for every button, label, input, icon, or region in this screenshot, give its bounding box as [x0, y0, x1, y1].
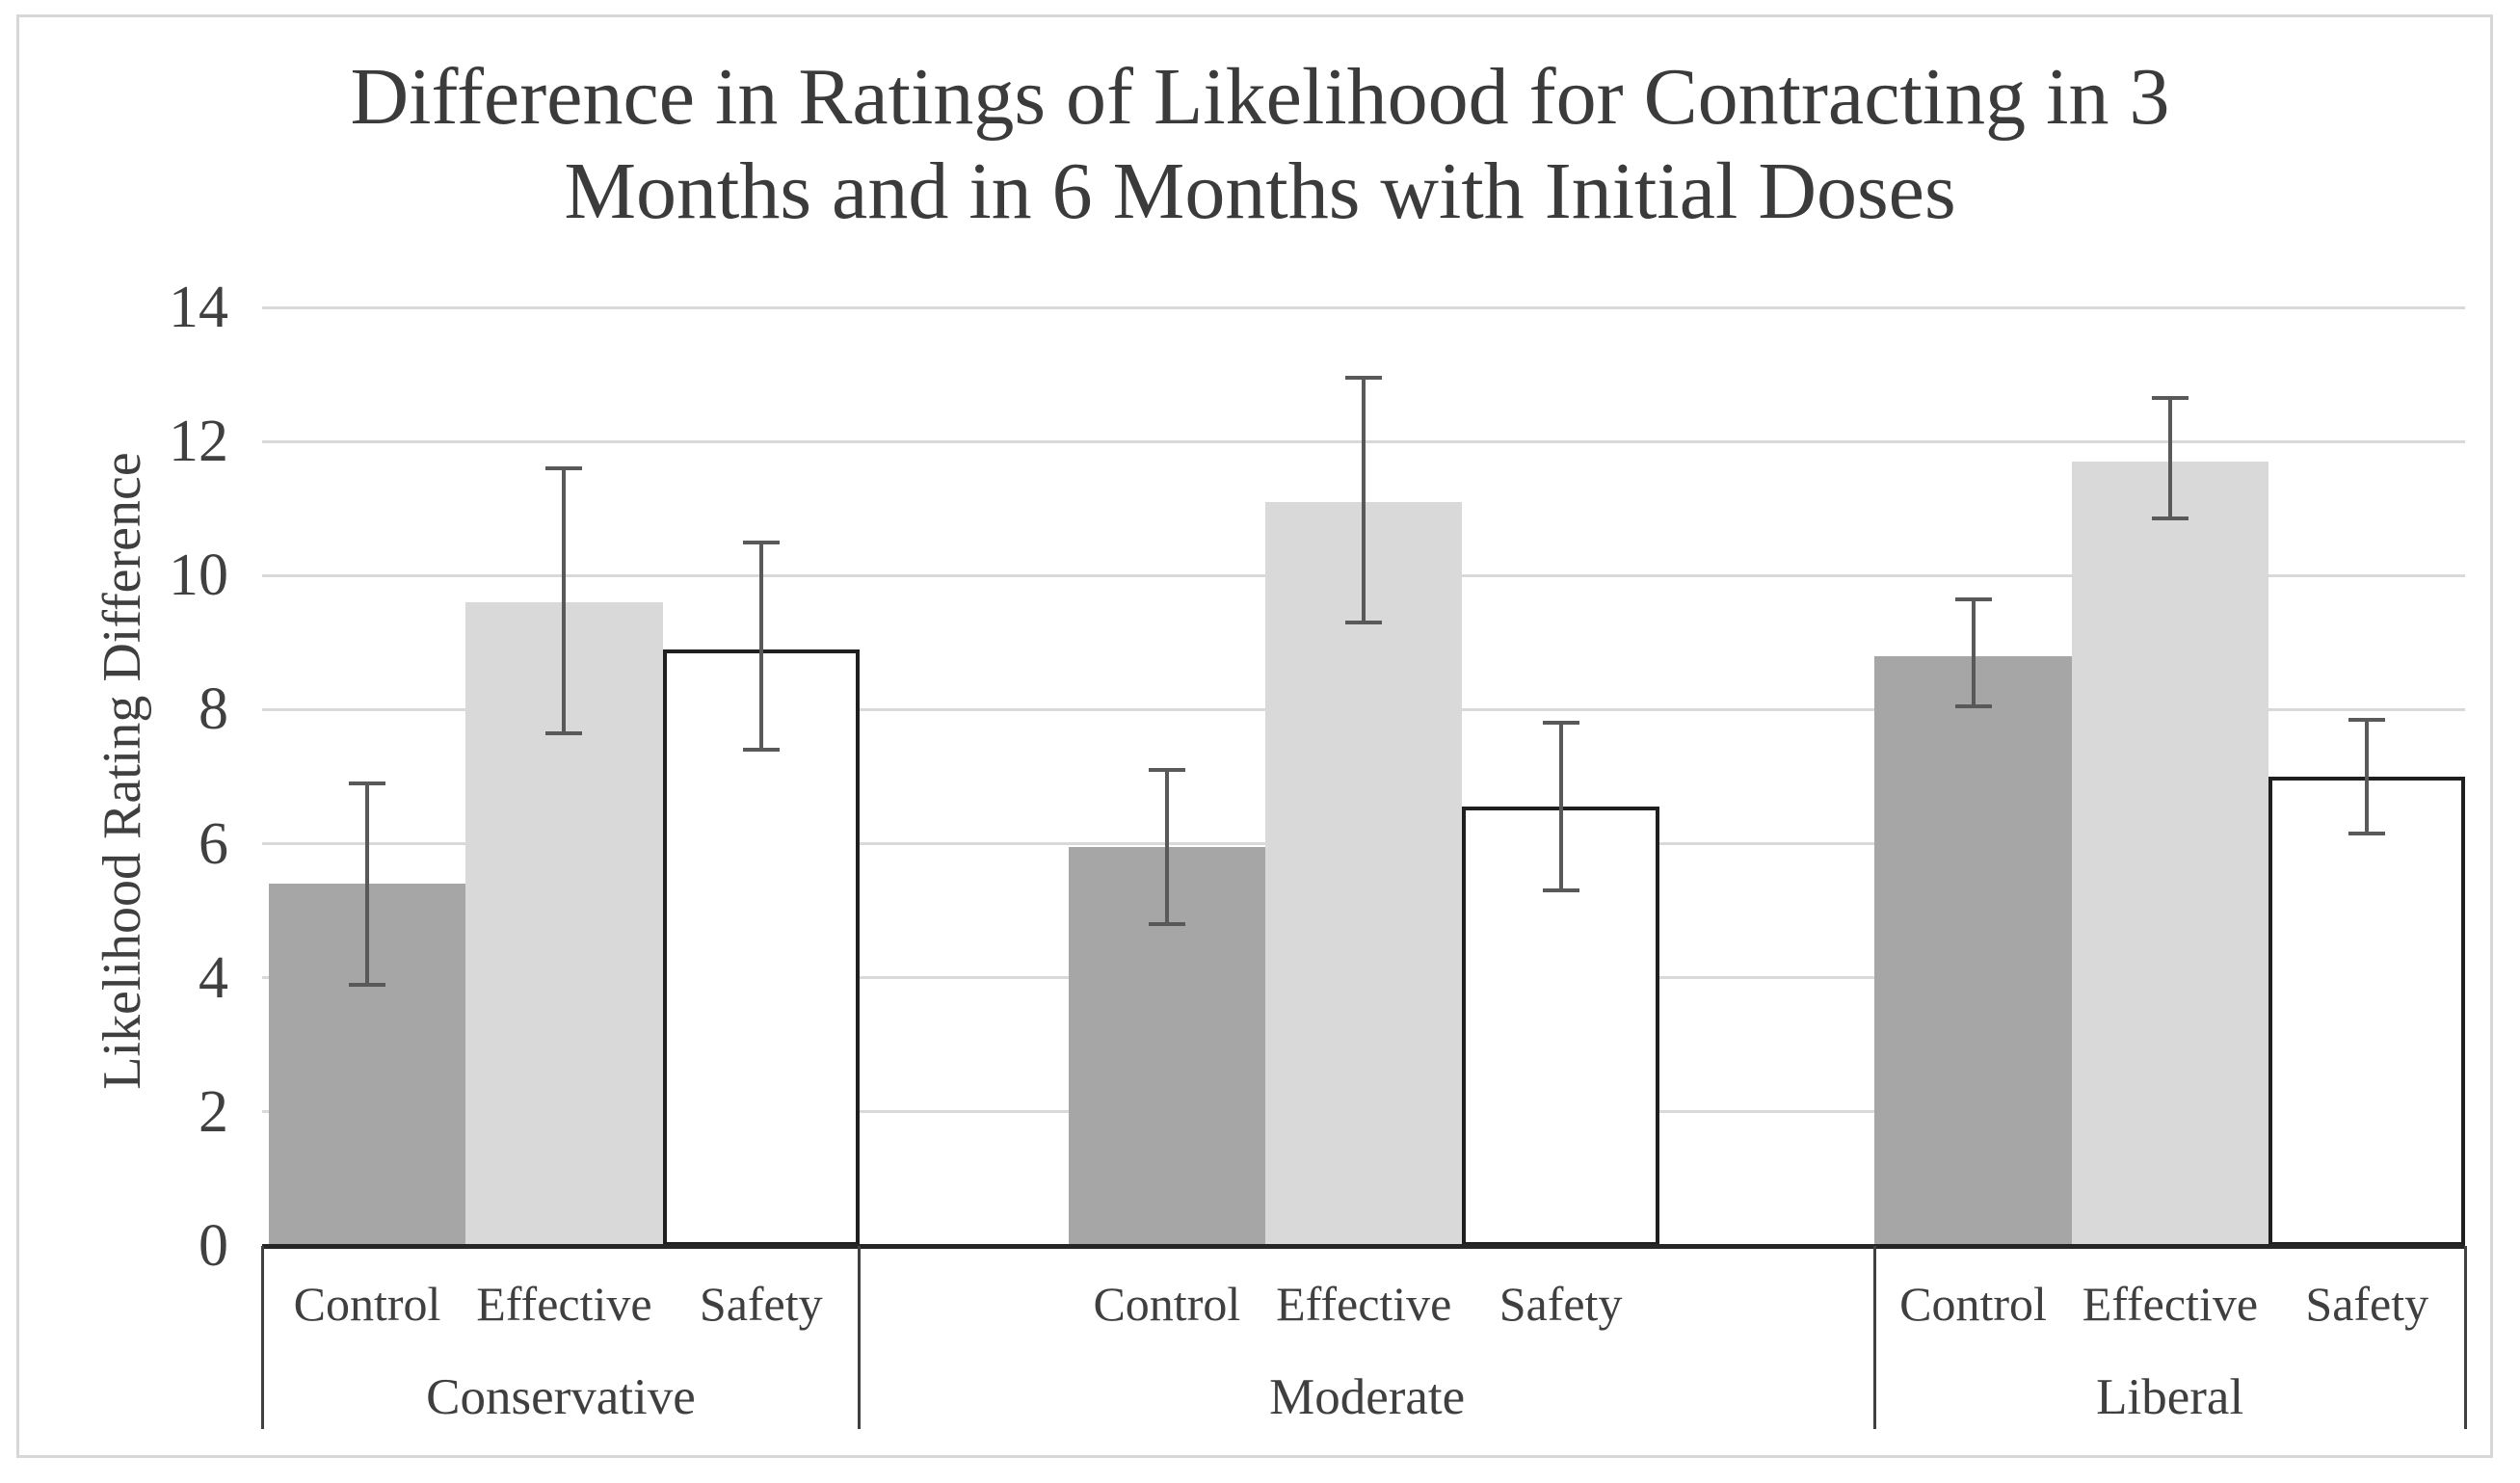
error-bar-cap-top-liberal-control	[1954, 596, 1992, 601]
gridline-y-14	[262, 305, 2465, 309]
bar-liberal-safety	[2268, 777, 2466, 1246]
error-bar-cap-bottom-moderate-safety	[1542, 888, 1579, 893]
x-axis-line	[262, 1244, 2465, 1249]
error-bar-cap-top-liberal-effective	[2151, 395, 2188, 400]
category-divider-0	[260, 1246, 264, 1429]
x-category-label-conservative-control: Control	[293, 1277, 441, 1331]
x-category-label-liberal-control: Control	[1899, 1277, 2047, 1331]
error-bar-cap-top-conservative-safety	[742, 540, 780, 544]
error-bar-cap-top-liberal-safety	[2348, 717, 2386, 722]
y-tick-label-14: 14	[169, 275, 228, 340]
x-category-label-liberal-safety: Safety	[2305, 1277, 2429, 1331]
error-bar-cap-bottom-moderate-effective	[1345, 620, 1383, 624]
bar-liberal-control	[1874, 655, 2072, 1246]
error-bar-cap-bottom-conservative-control	[349, 982, 386, 987]
error-bar-cap-top-conservative-effective	[545, 465, 583, 470]
category-divider-1	[858, 1246, 862, 1429]
error-bar-liberal-control	[1971, 598, 1976, 706]
error-bar-moderate-effective	[1362, 378, 1366, 622]
error-bar-moderate-safety	[1558, 723, 1563, 891]
bar-moderate-effective	[1265, 501, 1463, 1246]
category-divider-2	[1872, 1246, 1876, 1429]
chart-title-line-1: Difference in Ratings of Likelihood for …	[350, 52, 2170, 142]
error-bar-cap-bottom-conservative-effective	[545, 730, 583, 735]
error-bar-moderate-control	[1164, 770, 1169, 925]
x-category-label-moderate-effective: Effective	[1276, 1277, 1452, 1331]
x-category-label-moderate-safety: Safety	[1499, 1277, 1623, 1331]
x-category-label-moderate-control: Control	[1093, 1277, 1241, 1331]
error-bar-cap-top-moderate-control	[1148, 768, 1185, 773]
error-bar-cap-bottom-liberal-control	[1954, 703, 1992, 708]
error-bar-cap-bottom-liberal-effective	[2151, 516, 2188, 521]
error-bar-conservative-safety	[758, 542, 763, 751]
y-tick-label-6: 6	[199, 810, 228, 877]
error-bar-cap-top-moderate-safety	[1542, 721, 1579, 726]
error-bar-cap-top-moderate-effective	[1345, 376, 1383, 381]
y-tick-label-8: 8	[199, 676, 228, 743]
x-category-label-conservative-safety: Safety	[699, 1277, 823, 1331]
error-bar-cap-bottom-liberal-safety	[2348, 832, 2386, 836]
error-bar-conservative-control	[365, 782, 370, 985]
x-category-label-liberal-effective: Effective	[2082, 1277, 2259, 1331]
error-bar-cap-bottom-moderate-control	[1148, 922, 1185, 927]
y-tick-label-4: 4	[199, 944, 228, 1011]
error-bar-liberal-safety	[2365, 719, 2370, 834]
error-bar-liberal-effective	[2167, 397, 2172, 519]
bar-liberal-effective	[2071, 462, 2269, 1246]
y-tick-label-10: 10	[169, 543, 228, 609]
x-group-label-moderate: Moderate	[1269, 1369, 1466, 1425]
category-divider-3	[2463, 1246, 2467, 1429]
x-group-label-conservative: Conservative	[426, 1369, 696, 1425]
error-bar-conservative-effective	[562, 467, 567, 733]
x-group-label-liberal: Liberal	[2096, 1369, 2244, 1425]
y-tick-label-12: 12	[169, 409, 228, 475]
chart-title-line-2: Months and in 6 Months with Initial Dose…	[564, 146, 1956, 236]
y-tick-label-0: 0	[199, 1213, 228, 1279]
x-category-label-conservative-effective: Effective	[476, 1277, 652, 1331]
chart-title: Difference in Ratings of Likelihood for …	[0, 50, 2520, 239]
y-tick-label-2: 2	[199, 1078, 228, 1145]
error-bar-cap-top-conservative-control	[349, 781, 386, 785]
error-bar-cap-bottom-conservative-safety	[742, 748, 780, 753]
